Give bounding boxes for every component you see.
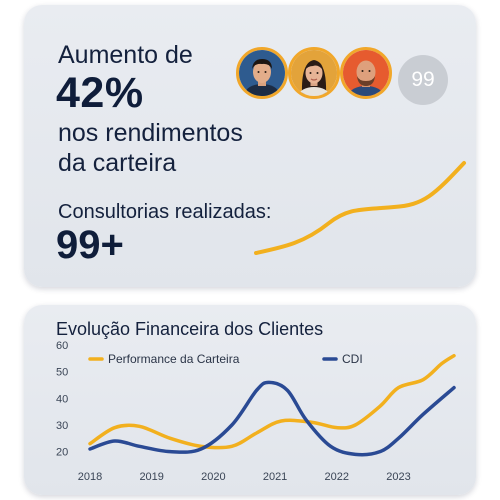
- x-tick-label: 2023: [386, 471, 410, 483]
- series-line-cdi: [88, 380, 456, 457]
- headline-prefix: Aumento de: [58, 41, 193, 69]
- series-line-carteira: [88, 353, 456, 450]
- x-tick-label: 2022: [325, 471, 349, 483]
- x-tick-label: 2019: [139, 471, 163, 483]
- headline-line-3: da carteira: [58, 149, 177, 177]
- chart-title: Evolução Financeira dos Clientes: [56, 319, 324, 339]
- consultations-value: 99+: [56, 223, 124, 267]
- avatar-woman-icon[interactable]: [288, 47, 340, 99]
- x-tick-label: 2018: [78, 471, 102, 483]
- avatar-count-badge: 99: [398, 55, 448, 105]
- y-tick-label: 50: [56, 367, 68, 379]
- y-tick-label: 20: [56, 447, 68, 459]
- legend-label: Performance da Carteira: [108, 352, 240, 366]
- avatar-man-1-icon[interactable]: [236, 47, 288, 99]
- y-tick-label: 40: [56, 393, 68, 405]
- line-chart: 20 30 40 50 60 2018 2019 2020 2021 2022 2023 Perfor…: [56, 340, 456, 483]
- stats-card: Aumento de 42% nos rendimentos da cartei…: [24, 5, 476, 287]
- sparkline-path: [254, 161, 466, 255]
- x-tick-label: 2021: [263, 471, 287, 483]
- x-tick-label: 2020: [201, 471, 225, 483]
- growth-sparkline: [254, 161, 466, 255]
- avatar-man-2-icon[interactable]: [340, 47, 392, 99]
- consultations-label: Consultorias realizadas:: [58, 201, 272, 223]
- headline-value: 42%: [56, 69, 144, 117]
- y-tick-label: 60: [56, 340, 68, 352]
- chart-card: Evolução Financeira dos Clientes 20 30 40 5…: [24, 305, 476, 495]
- headline-line-2: nos rendimentos: [58, 119, 243, 147]
- y-tick-label: 30: [56, 420, 68, 432]
- legend-label: CDI: [342, 352, 363, 366]
